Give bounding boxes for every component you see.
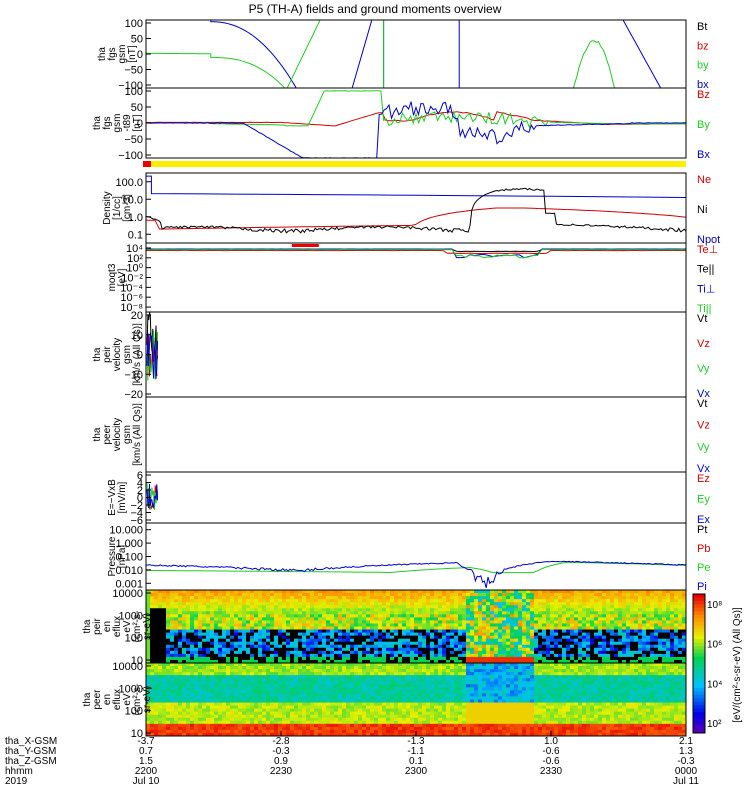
- legend-Pe: Pe: [697, 562, 710, 574]
- ytick-label: −50: [124, 65, 143, 77]
- panel-frame-4: [146, 312, 686, 397]
- panel-frame-3: [146, 243, 686, 312]
- xtick-label: 2330: [540, 766, 563, 777]
- ylabel-line: sr-eV): [142, 613, 153, 640]
- ytick-label: 100: [125, 18, 143, 30]
- By-line: [146, 91, 686, 128]
- ytick-label: 50: [131, 34, 143, 46]
- year-label: 2019: [5, 776, 28, 787]
- legend-By: By: [697, 119, 710, 131]
- xtick-label: 2230: [270, 766, 293, 777]
- legend-Pt: Pt: [697, 524, 707, 536]
- legend-Ne: Ne: [697, 174, 711, 186]
- ytick-label: −100: [118, 150, 143, 162]
- ylabel-line: [km/s (All Qs)]: [132, 323, 143, 386]
- legend-Ti⊥: Ti⊥: [697, 283, 715, 295]
- ylabel-line: [km/s (All Qs)]: [132, 403, 143, 466]
- legend-Pi: Pi: [697, 581, 707, 593]
- by-line: [146, 12, 324, 90]
- legend-Bx: Bx: [697, 149, 710, 161]
- legend-Vt: Vt: [697, 398, 707, 410]
- mode-bar-fast: [143, 161, 151, 167]
- ytick-label: 10000: [112, 588, 143, 600]
- ytick-label: −20: [124, 389, 143, 401]
- legend-Te||: Te||: [697, 264, 714, 276]
- ion-spectrogram: [146, 590, 686, 663]
- ytick-label: 50: [131, 102, 143, 114]
- legend-Vt: Vt: [697, 313, 707, 325]
- colorbar-tick: 10⁴: [707, 679, 722, 690]
- chart-title: P5 (TH-A) fields and ground moments over…: [249, 2, 502, 16]
- ylabel-line: sr-eV): [142, 686, 153, 713]
- bx-line: [211, 20, 297, 90]
- date-label: Jul 11: [673, 776, 699, 787]
- ylabel-line: [mV/m]: [117, 481, 128, 513]
- ylabel-line: [nT]: [127, 45, 138, 62]
- colorbar-tick: 10⁶: [707, 640, 722, 651]
- electron-spectrogram: [146, 663, 686, 736]
- ytick-label: 100.0: [115, 177, 143, 189]
- mode-bar: [146, 161, 686, 167]
- legend-by: by: [697, 60, 709, 72]
- colorbar-tick: 10²: [707, 719, 722, 730]
- legend-Pb: Pb: [697, 543, 710, 555]
- ytick-label: −50: [124, 134, 143, 146]
- date-label: Jul 10: [133, 776, 160, 787]
- Te-perp-line: [146, 250, 686, 253]
- Npot-line: [146, 176, 686, 197]
- legend-Ey: Ey: [697, 494, 710, 506]
- ylabel-line: [eV]: [117, 268, 128, 286]
- Pi-line: [146, 561, 686, 588]
- legend-Te⊥: Te⊥: [697, 244, 718, 256]
- Bx-line: [146, 102, 686, 159]
- legend-Bt: Bt: [697, 21, 707, 33]
- legend-bz: bz: [697, 40, 709, 52]
- legend-Bz: Bz: [697, 89, 710, 101]
- ylabel-line: [cm-3]: [122, 194, 133, 222]
- colorbar-label: [eV/(cm²-s-sr-eV) (All Qs)]: [732, 607, 743, 723]
- legend-Vy: Vy: [697, 441, 710, 453]
- by-line-3: [573, 41, 616, 93]
- panel-frame-6: [146, 472, 686, 523]
- xtick-label: 2300: [405, 766, 428, 777]
- ytick-label: 10000: [112, 661, 143, 673]
- ylabel-line: [nT]: [132, 114, 143, 131]
- bx-line-5: [621, 17, 664, 95]
- ytick-label: 100: [125, 86, 143, 98]
- ylabel-line: [nPa]: [117, 545, 128, 569]
- ytick-label: 10.000: [109, 525, 143, 537]
- legend-Vz: Vz: [697, 338, 710, 350]
- panel-frame-2: [146, 173, 686, 243]
- ytick-label: 0.1: [128, 229, 143, 241]
- te-marker: [292, 244, 319, 247]
- bx-line-2: [351, 17, 373, 92]
- panel-frame-5: [146, 397, 686, 472]
- panel-frame-7: [146, 523, 686, 590]
- colorbar-tick: 10⁸: [707, 600, 722, 611]
- legend-Vz: Vz: [697, 420, 710, 432]
- legend-Ez: Ez: [697, 473, 710, 485]
- legend-Vy: Vy: [697, 363, 710, 375]
- legend-Ni: Ni: [697, 204, 707, 216]
- colorbar: [693, 594, 705, 734]
- ytick-label: 20: [131, 310, 143, 322]
